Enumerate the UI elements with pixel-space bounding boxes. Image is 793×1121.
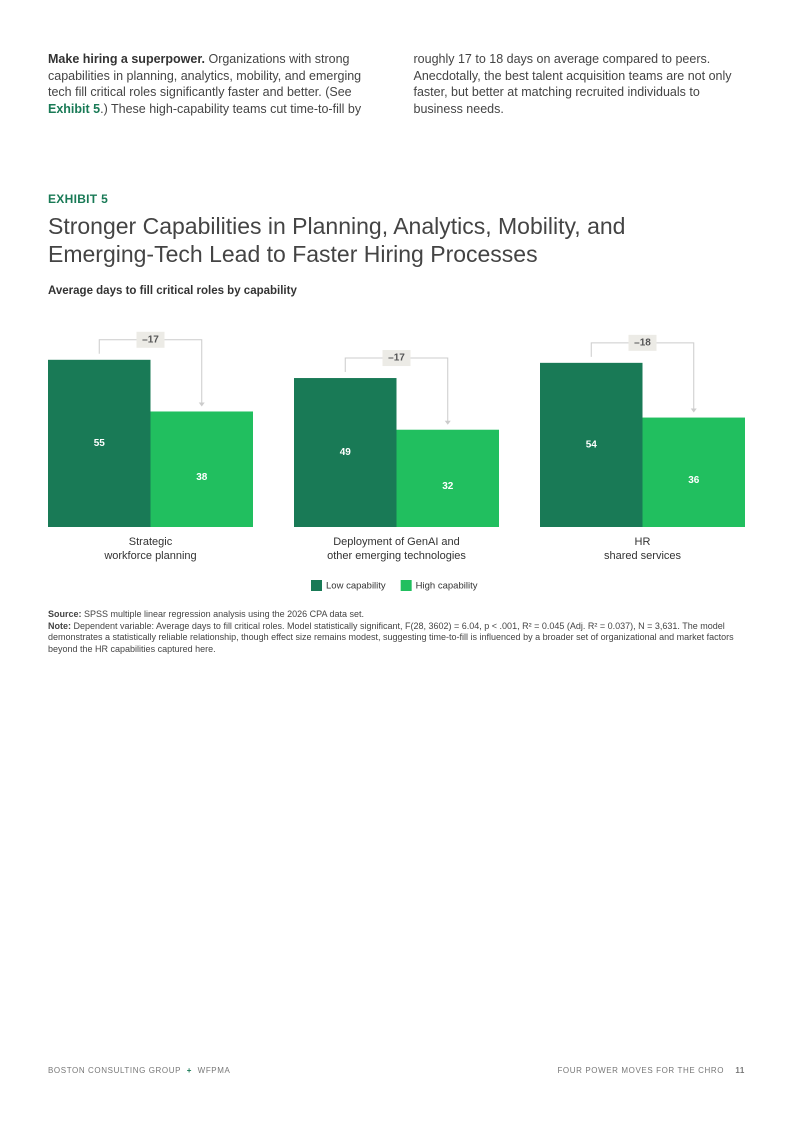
footer-partner: WFPMA bbox=[197, 1066, 231, 1075]
page-number: 11 bbox=[735, 1066, 745, 1075]
x-tick-label: Deployment of GenAI and other emerging t… bbox=[327, 536, 466, 562]
note: Note: Dependent variable: Average days t… bbox=[48, 621, 745, 656]
bar bbox=[48, 359, 151, 527]
arrowhead bbox=[198, 402, 205, 407]
data-label: 38 bbox=[196, 472, 208, 483]
footer-org: BOSTON CONSULTING GROUP bbox=[48, 1066, 182, 1075]
legend-label: Low capability bbox=[326, 581, 386, 592]
exhibit-label: EXHIBIT 5 bbox=[48, 192, 109, 206]
annotation: –18 bbox=[634, 337, 651, 348]
bar bbox=[150, 411, 253, 527]
bar bbox=[396, 429, 499, 527]
chart-subtitle: Average days to fill critical roles by c… bbox=[48, 285, 297, 297]
bar bbox=[540, 362, 643, 527]
data-label: 32 bbox=[442, 481, 454, 492]
data-label: 54 bbox=[586, 440, 598, 451]
source-label: Source: bbox=[48, 609, 82, 619]
bar bbox=[294, 378, 397, 527]
annotation-box bbox=[628, 334, 657, 351]
footer-right: FOUR POWER MOVES FOR THE CHRO 11 bbox=[557, 1066, 745, 1075]
data-label: 55 bbox=[94, 438, 106, 449]
arrowhead bbox=[690, 408, 697, 413]
chart: 55 38 –17 49 32 –17 54 36 –18 Low capability High … bbox=[48, 331, 745, 592]
exhibit-ref: Exhibit 5 bbox=[48, 101, 101, 116]
footer-title: FOUR POWER MOVES FOR THE CHRO bbox=[557, 1066, 725, 1075]
note-text: Dependent variable: Average days to fill… bbox=[48, 620, 734, 654]
annotation: –17 bbox=[142, 334, 159, 345]
intro-text: .) These high-capability teams cut time-… bbox=[100, 52, 732, 116]
legend-label: High capability bbox=[416, 581, 478, 592]
x-tick-label: HR shared services bbox=[603, 536, 682, 562]
bar bbox=[642, 417, 745, 527]
annotation-box bbox=[382, 350, 411, 367]
notes: Source: SPSS multiple linear regression … bbox=[48, 609, 745, 655]
source: Source: SPSS multiple linear regression … bbox=[48, 609, 745, 621]
legend-swatch bbox=[311, 580, 322, 591]
annotation: –17 bbox=[388, 353, 405, 364]
x-tick-label: Strategic workforce planning bbox=[104, 536, 197, 562]
footer-separator: + bbox=[186, 1066, 193, 1075]
intro: Make hiring a superpower. Organizations … bbox=[48, 51, 745, 117]
data-label: 49 bbox=[340, 447, 352, 458]
note-label: Note: bbox=[48, 620, 71, 631]
annotation-box bbox=[136, 331, 165, 348]
intro-text: Organizations with strong capabilities i… bbox=[48, 52, 362, 99]
legend-swatch bbox=[400, 580, 412, 591]
source-text: SPSS multiple linear regression analysis… bbox=[81, 609, 365, 619]
arrowhead bbox=[444, 420, 451, 425]
footer-left: BOSTON CONSULTING GROUP + WFPMA bbox=[48, 1066, 230, 1075]
chart-title: Stronger Capabilities in Planning, Analy… bbox=[48, 213, 626, 267]
lead: Make hiring a superpower. bbox=[48, 52, 205, 66]
data-label: 36 bbox=[688, 475, 700, 486]
